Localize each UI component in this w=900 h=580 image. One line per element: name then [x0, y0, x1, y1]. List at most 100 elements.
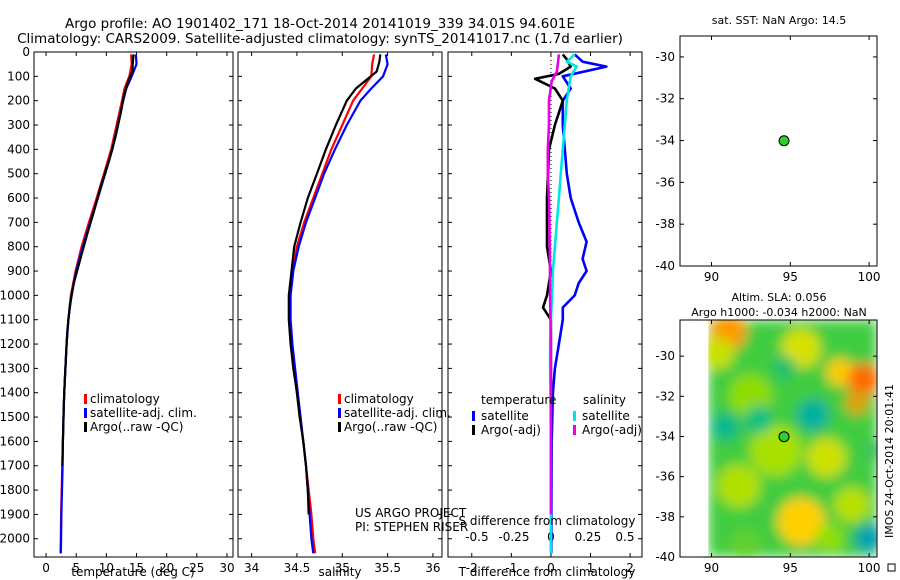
- y-tick-label: 200: [7, 94, 30, 108]
- project-annotation: US ARGO PROJECT: [355, 506, 467, 520]
- legend-label: Argo(-adj): [481, 423, 541, 437]
- legend-label: climatology: [344, 392, 414, 406]
- legend-swatch: [338, 394, 341, 404]
- y-tick-label: 1800: [0, 483, 30, 497]
- x-tick-label: 25: [189, 561, 204, 575]
- y-tick-label: 500: [7, 167, 30, 181]
- legend-swatch: [84, 394, 87, 404]
- x-tick-label: 1: [587, 561, 595, 575]
- map-y-tick-label: -32: [655, 92, 675, 106]
- imos-logo-icon: [887, 563, 896, 572]
- legend-swatch: [573, 425, 576, 435]
- x-tick-label: 36: [425, 561, 440, 575]
- map-y-tick-label: -32: [655, 389, 675, 403]
- temperature-lines: [59, 54, 138, 554]
- y-tick-label: 1200: [0, 337, 30, 351]
- argo-float-position-marker: [778, 135, 790, 147]
- legend-swatch: [84, 408, 87, 418]
- x-tick-label: 30: [219, 561, 234, 575]
- map-x-tick-label: 90: [704, 561, 719, 575]
- legend-title-temperature: temperature: [481, 393, 556, 407]
- y-tick-label: 100: [7, 69, 30, 83]
- x-tick-label: 34.5: [284, 561, 311, 575]
- figure-title-line-1: Argo profile: AO 1901402_171 18-Oct-2014…: [64, 16, 576, 32]
- y-tick-label: 900: [7, 264, 30, 278]
- temperature-panel-frame: [33, 51, 234, 558]
- s-diff-tick-label: 0.25: [575, 530, 602, 544]
- salinity-panel-frame: [237, 51, 443, 558]
- map-y-tick-label: -40: [655, 259, 675, 273]
- series-line-satellite-adj-clim-: [289, 54, 389, 554]
- y-tick-label: 400: [7, 142, 30, 156]
- x-tick-label: -2: [466, 561, 478, 575]
- legend-title-salinity: salinity: [583, 393, 626, 407]
- sst-map-title: sat. SST: NaN Argo: 14.5: [712, 14, 846, 27]
- x-tick-label: -1: [505, 561, 517, 575]
- y-tick-label: 800: [7, 240, 30, 254]
- y-tick-label: 600: [7, 191, 30, 205]
- x-tick-label: 35.5: [374, 561, 401, 575]
- map-x-tick-label: 95: [783, 270, 798, 284]
- map-y-tick-label: -34: [655, 429, 675, 443]
- legend-swatch: [84, 422, 87, 432]
- legend-label: Argo(..raw -QC): [344, 420, 437, 434]
- map-y-tick-label: -30: [655, 50, 675, 64]
- legend-swatch: [338, 422, 341, 432]
- y-tick-label: 1500: [0, 410, 30, 424]
- x-tick-label: 5: [72, 561, 80, 575]
- y-tick-label: 700: [7, 215, 30, 229]
- legend-swatch: [338, 408, 341, 418]
- legend-label: satellite: [582, 409, 630, 423]
- s-diff-tick-label: -0.25: [498, 530, 529, 544]
- map-y-tick-label: -36: [655, 175, 675, 189]
- x-tick-label: 34: [244, 561, 259, 575]
- map-y-tick-label: -40: [655, 550, 675, 564]
- x-tick-label: 0: [547, 561, 555, 575]
- map-y-tick-label: -36: [655, 470, 675, 484]
- s-diff-tick-label: -0.5: [465, 530, 488, 544]
- legend-label: satellite: [481, 409, 529, 423]
- legend-label: satellite-adj. clim.: [344, 406, 451, 420]
- series-line-salinity-argo-adj-: [546, 54, 561, 515]
- map-y-tick-label: -30: [655, 349, 675, 363]
- legend-swatch: [472, 411, 475, 421]
- sla-map-title-1: Altim. SLA: 0.056: [731, 291, 826, 304]
- map-y-tick-label: -34: [655, 134, 675, 148]
- legend-swatch: [573, 411, 576, 421]
- temperature-xlabel: temperature (deg C): [71, 565, 194, 579]
- sla-map-frame: [679, 319, 878, 558]
- figure-title-line-2: Climatology: CARS2009. Satellite-adjuste…: [17, 31, 623, 47]
- x-tick-label: 0: [42, 561, 50, 575]
- x-tick-label: 20: [159, 561, 174, 575]
- series-line-climatology: [288, 54, 376, 554]
- y-tick-label: 0: [22, 45, 30, 59]
- legend-swatch: [472, 425, 475, 435]
- map-y-tick-label: -38: [655, 510, 675, 524]
- legend-label: Argo(-adj): [582, 423, 642, 437]
- y-tick-label: 1400: [0, 386, 30, 400]
- difference-panel-frame: [447, 51, 643, 558]
- x-tick-label: 2: [626, 561, 634, 575]
- y-tick-label: 300: [7, 118, 30, 132]
- argo-float-position-marker: [778, 431, 790, 443]
- map-y-tick-label: -38: [655, 217, 675, 231]
- imos-timestamp-label: IMOS 24-Oct-2014 20:01:41: [883, 384, 896, 538]
- x-tick-label: 35: [335, 561, 350, 575]
- y-tick-label: 1000: [0, 288, 30, 302]
- y-tick-label: 1700: [0, 459, 30, 473]
- salinity-xlabel: salinity: [318, 565, 361, 579]
- difference-lines: [533, 52, 608, 557]
- series-line-satellite-adj-clim-: [59, 54, 138, 554]
- series-line-argo-raw-qc-: [287, 54, 382, 515]
- difference-xlabel-top: S difference from climatology: [459, 514, 636, 528]
- y-tick-label: 1100: [0, 313, 30, 327]
- legend-label: Argo(..raw -QC): [90, 420, 183, 434]
- x-tick-label: 10: [99, 561, 114, 575]
- salinity-lines: [287, 54, 389, 554]
- difference-xlabel: T difference from climatology: [458, 565, 636, 579]
- map-x-tick-label: 90: [704, 270, 719, 284]
- map-x-tick-label: 100: [858, 561, 881, 575]
- y-tick-label: 1900: [0, 507, 30, 521]
- x-tick-label: 15: [129, 561, 144, 575]
